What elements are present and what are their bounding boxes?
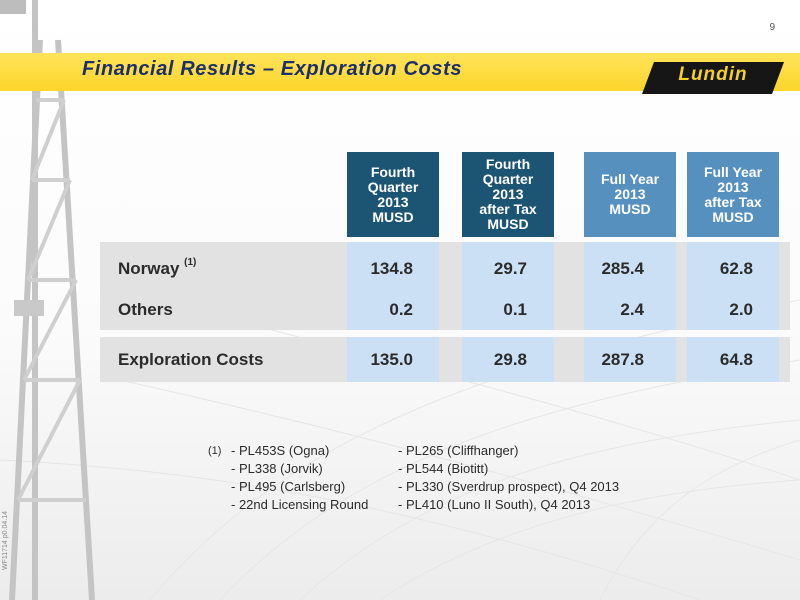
table-value: 64.8 [719,350,753,369]
drilling-rig-silhouette [0,0,95,600]
logo-text: Lundin [678,64,748,85]
table-value: 29.8 [493,350,527,369]
table-cell [462,337,554,382]
footnote-item: - PL495 (Carlsberg) [231,479,346,494]
table-cell [687,337,779,382]
table-cell [584,337,676,382]
table-value: 62.8 [719,259,753,278]
column-header-q4: Fourth Quarter 2013 MUSD [347,152,439,237]
footnote-list-right: - PL265 (Cliffhanger) - PL544 (Biotitt) … [398,442,619,514]
column-header-line: after Tax [479,201,537,217]
table-cell [462,242,554,330]
column-header-full-year-after-tax: Full Year 2013 after Tax MUSD [687,152,779,237]
table-cell [687,242,779,330]
document-code: WF11714 p0.04.14 [2,510,9,570]
column-header-line: Fourth Quarter [367,163,419,195]
column-header-line: 2013 [492,186,524,202]
footnote-item: - PL338 (Jorvik) [231,461,323,476]
table-value: 285.4 [601,259,644,278]
footnote-item: - PL265 (Cliffhanger) [398,443,519,458]
row-label-text: Norway [118,259,180,278]
footnote-item: - PL410 (Luno II South), Q4 2013 [398,497,591,512]
column-header-q4-after-tax: Fourth Quarter 2013 after Tax MUSD [462,152,554,237]
row-label-norway: Norway (1) [118,257,197,279]
table-value: 29.7 [493,259,527,278]
table-value: 135.0 [370,350,413,369]
column-header-line: MUSD [372,208,414,225]
table-value: 2.4 [620,300,644,319]
column-header-line: Full Year [703,163,763,180]
table-value: 287.8 [601,350,644,369]
row-label-others: Others [118,300,173,319]
table-value: 2.0 [729,300,753,319]
logo-badge [642,62,784,94]
column-header-line: after Tax [704,193,762,210]
page-title: Financial Results – Exploration Costs [82,58,463,80]
footnote-item: - PL330 (Sverdrup prospect), Q4 2013 [398,479,620,494]
footnote-item: - PL544 (Biotitt) [398,461,489,476]
row-label-exploration-costs: Exploration Costs [118,350,264,369]
column-header-line: MUSD [609,201,651,217]
table-cell [584,242,676,330]
table-cell [347,242,439,330]
footnote-reference: (1) [184,257,197,269]
table-value: 134.8 [370,259,413,278]
column-header-line: 2013 [614,186,646,202]
page-number: 9 [769,22,775,33]
table-cell [347,337,439,382]
column-header-line: Fourth Quarter [482,156,534,187]
lundin-logo: Lundin [642,62,784,94]
column-header-line: 2013 [717,178,749,195]
footnote-list-left: - PL453S (Ogna) - PL338 (Jorvik) - PL495… [231,442,368,514]
footnote-item: - 22nd Licensing Round [231,497,369,512]
column-header-line: MUSD [712,208,754,225]
footnote-marker: (1) [208,445,222,457]
column-header-line: Full Year [600,171,660,187]
column-header-line: MUSD [487,216,529,232]
footnote-item: - PL453S (Ogna) [231,443,330,458]
column-header-full-year: Full Year 2013 MUSD [584,152,676,237]
table-value: 0.1 [503,300,527,319]
column-header-line: 2013 [377,193,409,210]
table-value: 0.2 [389,300,413,319]
